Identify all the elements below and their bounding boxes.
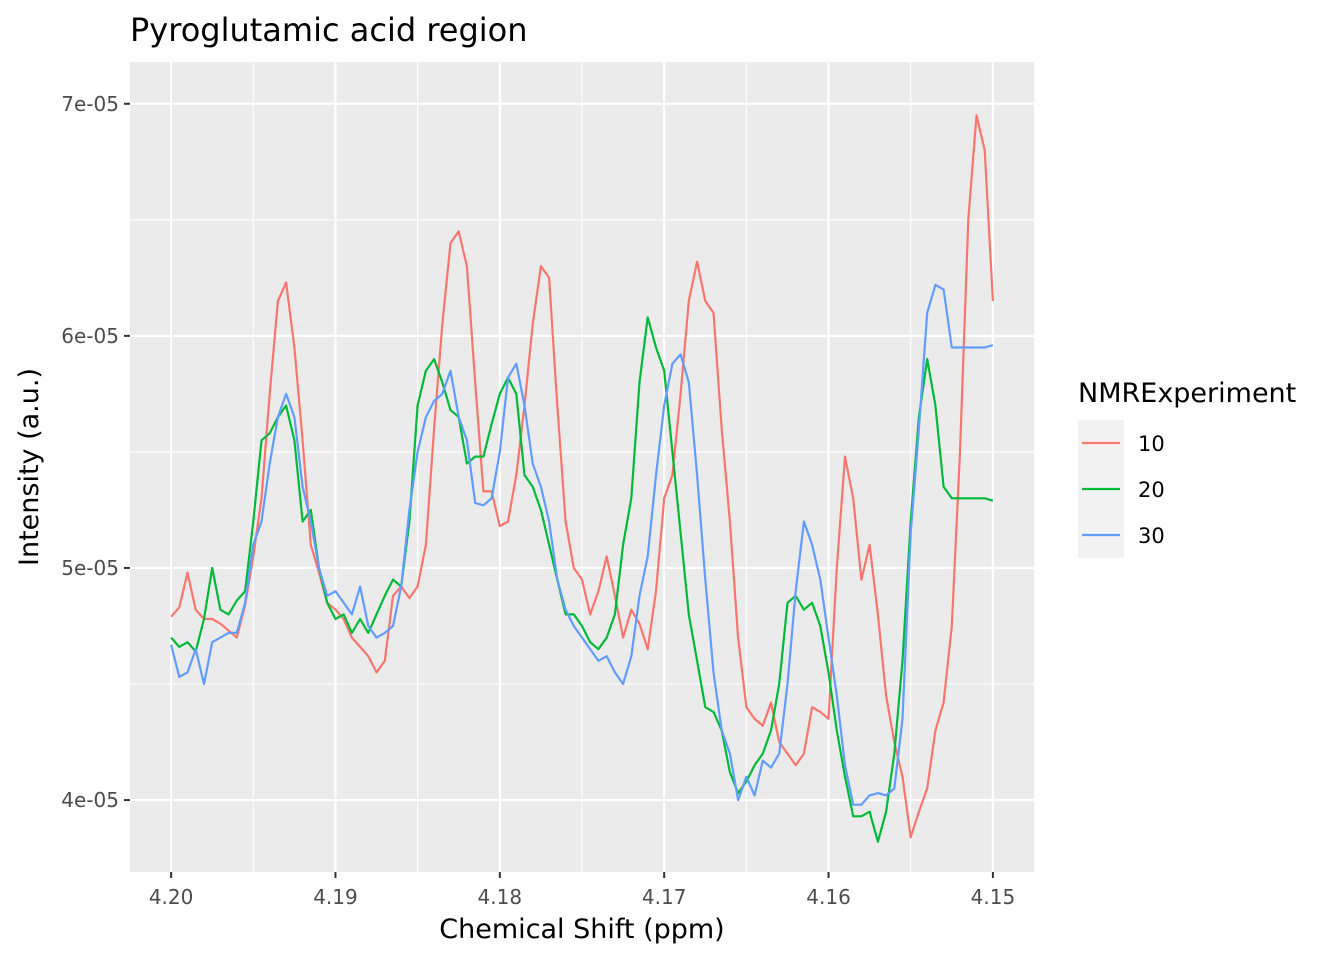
legend-label-10: 10 <box>1138 432 1165 456</box>
legend-label-20: 20 <box>1138 478 1165 502</box>
legend: NMRExperiment 10 20 30 <box>1078 378 1296 558</box>
x-tick-label: 4.18 <box>478 885 523 909</box>
x-tick-label: 4.20 <box>149 885 194 909</box>
y-tick-label: 7e-05 <box>61 92 119 116</box>
series-line-30 <box>170 283 994 806</box>
y-axis-title: Intensity (a.u.) <box>14 368 45 566</box>
y-axis: 4e-05 5e-05 6e-05 7e-05 <box>61 92 130 812</box>
grid-major <box>130 62 1034 872</box>
y-tick-label: 6e-05 <box>61 324 119 348</box>
y-tick-label: 5e-05 <box>61 556 119 580</box>
x-tick-label: 4.19 <box>313 885 358 909</box>
chart-title: Pyroglutamic acid region <box>130 11 528 49</box>
x-tick-label: 4.17 <box>642 885 687 909</box>
y-tick-label: 4e-05 <box>61 788 119 812</box>
x-axis-title: Chemical Shift (ppm) <box>439 914 724 945</box>
x-tick-label: 4.15 <box>971 885 1016 909</box>
x-axis: 4.20 4.19 4.18 4.17 4.16 4.15 <box>149 872 1015 909</box>
legend-label-30: 30 <box>1138 524 1165 548</box>
x-tick-label: 4.16 <box>806 885 851 909</box>
series-lines <box>170 114 994 843</box>
legend-title: NMRExperiment <box>1078 378 1296 409</box>
grid-minor <box>130 62 1034 872</box>
